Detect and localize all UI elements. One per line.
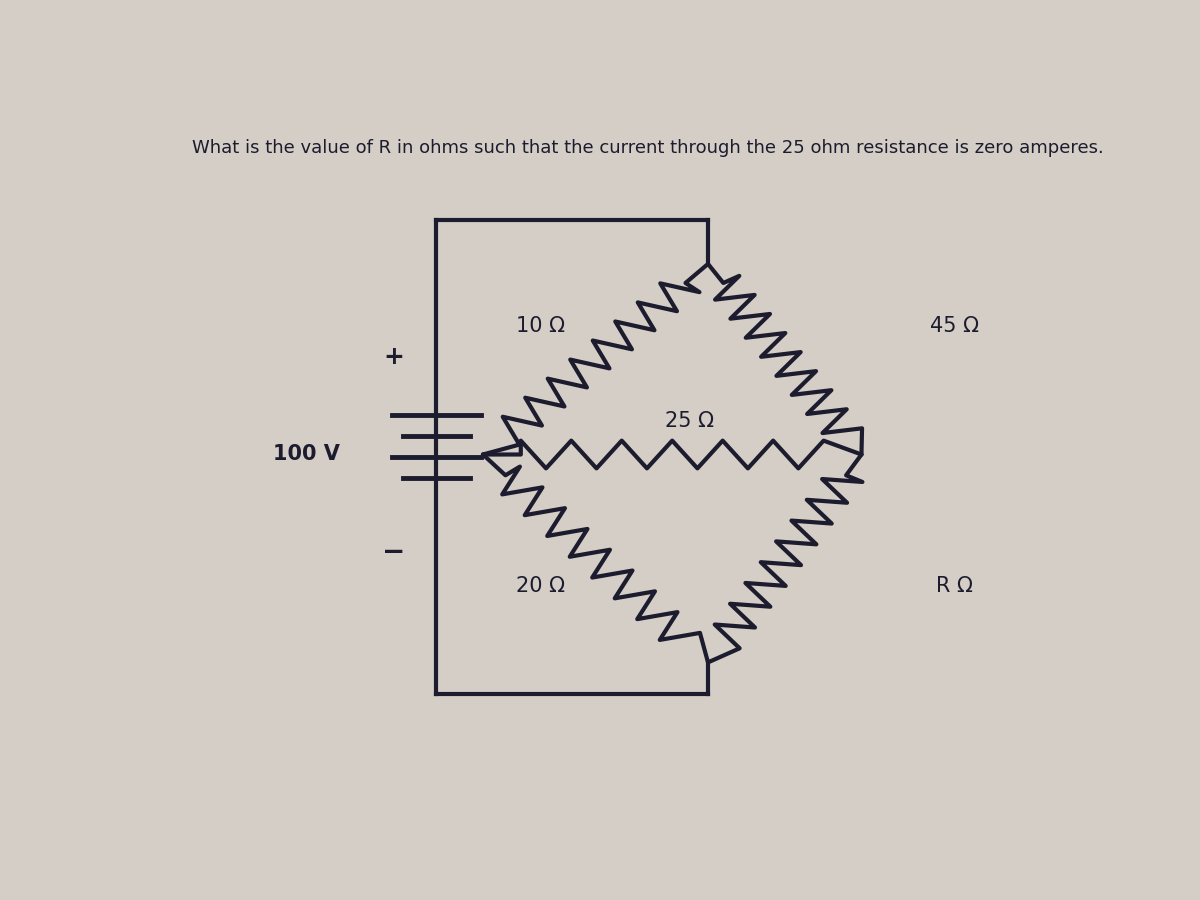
Text: 25 Ω: 25 Ω — [665, 411, 714, 431]
Text: 45 Ω: 45 Ω — [930, 316, 979, 337]
Text: 20 Ω: 20 Ω — [516, 576, 565, 596]
Text: 10 Ω: 10 Ω — [516, 316, 565, 337]
Text: +: + — [383, 346, 404, 370]
Text: −: − — [382, 537, 406, 565]
Text: What is the value of R in ohms such that the current through the 25 ohm resistan: What is the value of R in ohms such that… — [192, 140, 1104, 158]
Text: R Ω: R Ω — [936, 576, 973, 596]
Text: 100 V: 100 V — [272, 445, 340, 464]
